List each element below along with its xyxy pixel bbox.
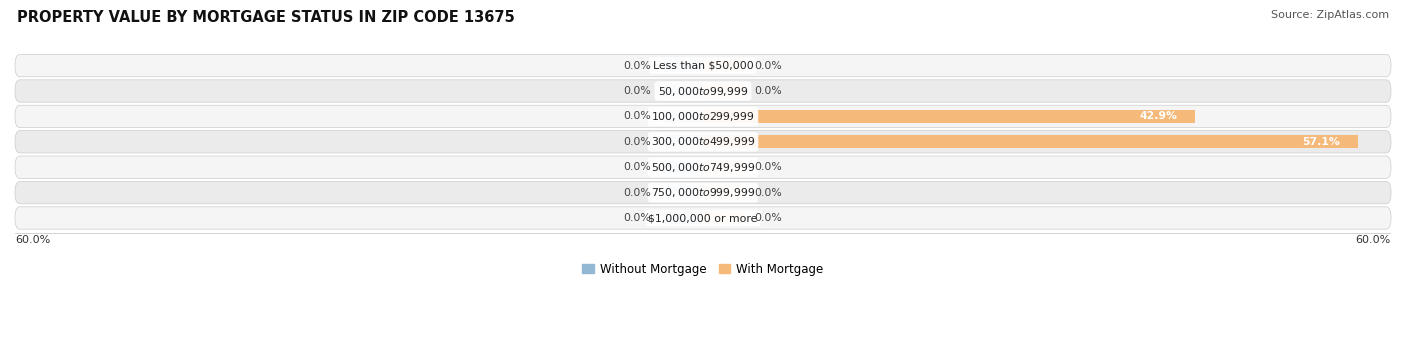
Bar xyxy=(662,85,703,98)
Text: $500,000 to $749,999: $500,000 to $749,999 xyxy=(651,161,755,174)
Bar xyxy=(662,110,703,123)
Text: 0.0%: 0.0% xyxy=(624,137,651,147)
Text: 0.0%: 0.0% xyxy=(755,61,782,71)
Bar xyxy=(703,161,744,174)
Text: 0.0%: 0.0% xyxy=(755,188,782,197)
Text: 0.0%: 0.0% xyxy=(755,162,782,172)
Bar xyxy=(662,186,703,199)
FancyBboxPatch shape xyxy=(15,156,1391,178)
Text: $50,000 to $99,999: $50,000 to $99,999 xyxy=(658,85,748,98)
Text: 0.0%: 0.0% xyxy=(624,86,651,96)
FancyBboxPatch shape xyxy=(15,181,1391,204)
Bar xyxy=(662,161,703,174)
Bar xyxy=(662,135,703,148)
Bar xyxy=(703,211,744,225)
Text: 0.0%: 0.0% xyxy=(624,213,651,223)
Text: Less than $50,000: Less than $50,000 xyxy=(652,61,754,71)
FancyBboxPatch shape xyxy=(15,80,1391,102)
Bar xyxy=(662,211,703,225)
Text: PROPERTY VALUE BY MORTGAGE STATUS IN ZIP CODE 13675: PROPERTY VALUE BY MORTGAGE STATUS IN ZIP… xyxy=(17,10,515,25)
Text: 0.0%: 0.0% xyxy=(624,162,651,172)
FancyBboxPatch shape xyxy=(15,55,1391,77)
Text: 0.0%: 0.0% xyxy=(755,213,782,223)
Bar xyxy=(703,59,744,72)
Text: 60.0%: 60.0% xyxy=(1355,235,1391,245)
Bar xyxy=(703,135,1358,148)
Bar xyxy=(703,110,1195,123)
Text: 57.1%: 57.1% xyxy=(1303,137,1340,147)
Text: $750,000 to $999,999: $750,000 to $999,999 xyxy=(651,186,755,199)
Bar xyxy=(662,59,703,72)
Legend: Without Mortgage, With Mortgage: Without Mortgage, With Mortgage xyxy=(578,258,828,281)
Text: $300,000 to $499,999: $300,000 to $499,999 xyxy=(651,135,755,148)
Text: 0.0%: 0.0% xyxy=(624,188,651,197)
Bar xyxy=(703,186,744,199)
Text: Source: ZipAtlas.com: Source: ZipAtlas.com xyxy=(1271,10,1389,20)
Text: $1,000,000 or more: $1,000,000 or more xyxy=(648,213,758,223)
Text: 42.9%: 42.9% xyxy=(1140,112,1178,121)
Text: 60.0%: 60.0% xyxy=(15,235,51,245)
FancyBboxPatch shape xyxy=(15,105,1391,128)
Text: $100,000 to $299,999: $100,000 to $299,999 xyxy=(651,110,755,123)
Text: 0.0%: 0.0% xyxy=(624,112,651,121)
Text: 0.0%: 0.0% xyxy=(624,61,651,71)
FancyBboxPatch shape xyxy=(15,131,1391,153)
Bar xyxy=(703,85,744,98)
Text: 0.0%: 0.0% xyxy=(755,86,782,96)
FancyBboxPatch shape xyxy=(15,207,1391,229)
